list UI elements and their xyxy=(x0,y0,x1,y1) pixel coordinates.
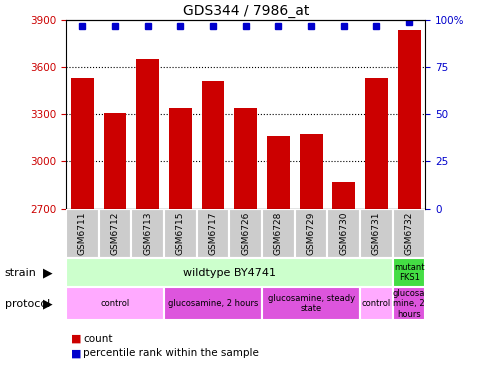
Bar xyxy=(131,209,163,258)
Bar xyxy=(168,108,191,209)
Bar xyxy=(266,137,289,209)
Text: mutant
FKS1: mutant FKS1 xyxy=(393,263,424,283)
Text: glucosamine, steady
state: glucosamine, steady state xyxy=(267,294,354,314)
Bar xyxy=(392,258,425,287)
Text: ▶: ▶ xyxy=(43,266,53,279)
Bar xyxy=(327,209,359,258)
Text: GSM6728: GSM6728 xyxy=(273,212,283,255)
Bar xyxy=(392,209,425,258)
Text: ■: ■ xyxy=(71,348,81,358)
Bar xyxy=(163,287,262,320)
Text: GSM6731: GSM6731 xyxy=(371,212,380,255)
Text: GSM6730: GSM6730 xyxy=(339,212,347,255)
Bar xyxy=(103,113,126,209)
Text: GSM6711: GSM6711 xyxy=(78,212,87,255)
Text: control: control xyxy=(100,299,129,308)
Bar xyxy=(234,108,257,209)
Bar xyxy=(262,287,359,320)
Bar xyxy=(392,287,425,320)
Bar xyxy=(229,209,262,258)
Bar xyxy=(66,287,163,320)
Bar xyxy=(262,209,294,258)
Bar xyxy=(201,81,224,209)
Bar xyxy=(359,287,392,320)
Bar xyxy=(163,209,196,258)
Bar xyxy=(332,182,354,209)
Text: GSM6729: GSM6729 xyxy=(306,212,315,255)
Text: strain: strain xyxy=(5,268,37,278)
Text: GSM6713: GSM6713 xyxy=(143,212,152,255)
Text: GSM6732: GSM6732 xyxy=(404,212,413,255)
Bar xyxy=(66,209,99,258)
Bar xyxy=(136,59,159,209)
Bar xyxy=(299,134,322,209)
Text: GSM6715: GSM6715 xyxy=(176,212,184,255)
Text: GSM6717: GSM6717 xyxy=(208,212,217,255)
Bar xyxy=(359,209,392,258)
Text: glucosamine, 2 hours: glucosamine, 2 hours xyxy=(167,299,258,308)
Bar xyxy=(294,209,327,258)
Text: ▶: ▶ xyxy=(43,297,53,310)
Text: ■: ■ xyxy=(71,333,81,344)
Bar xyxy=(364,78,387,209)
Text: count: count xyxy=(83,333,112,344)
Bar xyxy=(397,30,420,209)
Text: control: control xyxy=(361,299,390,308)
Text: wildtype BY4741: wildtype BY4741 xyxy=(183,268,275,278)
Text: GSM6712: GSM6712 xyxy=(110,212,119,255)
Text: percentile rank within the sample: percentile rank within the sample xyxy=(83,348,259,358)
Bar xyxy=(196,209,229,258)
Bar xyxy=(71,78,94,209)
Bar xyxy=(99,209,131,258)
Text: protocol: protocol xyxy=(5,299,50,309)
Title: GDS344 / 7986_at: GDS344 / 7986_at xyxy=(182,4,308,18)
Text: GSM6726: GSM6726 xyxy=(241,212,250,255)
Text: glucosa
mine, 2
hours: glucosa mine, 2 hours xyxy=(392,289,425,319)
